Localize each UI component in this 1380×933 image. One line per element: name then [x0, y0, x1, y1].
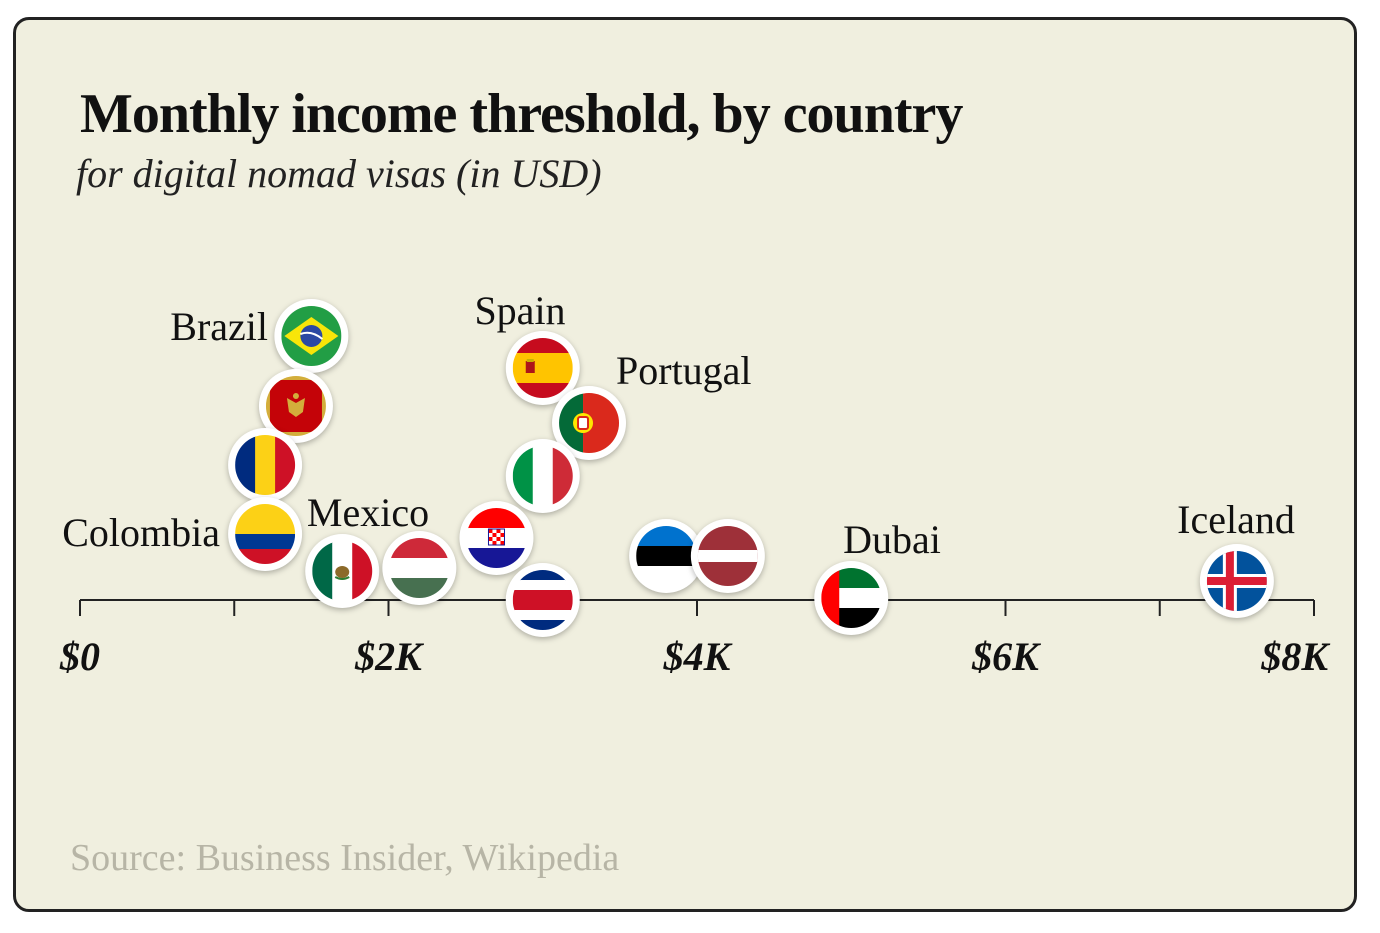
x-tick-label: $8K [1260, 634, 1330, 679]
portugal-flag-icon [559, 393, 620, 453]
colombia-flag-icon [235, 504, 296, 564]
country-label-iceland: Iceland [1177, 497, 1295, 542]
brazil-flag-icon [281, 306, 342, 366]
chart-title: Monthly income threshold, by country [80, 83, 963, 145]
flag-marker-mexico [305, 534, 380, 608]
x-tick-label: $6K [971, 634, 1041, 679]
iceland-flag-icon [1206, 551, 1267, 611]
costa-rica-flag-icon [512, 570, 573, 630]
flag-marker-croatia [459, 501, 534, 575]
flag-marker-spain [505, 331, 580, 405]
flag-marker-hungary [382, 531, 457, 605]
country-label-portugal: Portugal [616, 348, 752, 393]
romania-flag-icon [235, 435, 296, 495]
flag-marker-estonia [629, 519, 704, 593]
country-label-spain: Spain [474, 288, 565, 333]
country-label-brazil: Brazil [170, 304, 268, 349]
spain-flag-icon [512, 338, 573, 398]
croatia-flag-icon [466, 508, 527, 568]
x-tick-label: $2K [354, 634, 424, 679]
italy-flag-icon [512, 446, 573, 506]
country-labels: Brazil Colombia Mexico Spain Portugal Dubai Ic… [62, 288, 1295, 562]
x-axis: $0 $2K $4K $6K $8K [59, 599, 1330, 679]
latvia-flag-icon [697, 526, 758, 586]
flag-marker-uae [814, 561, 889, 635]
flag-marker-brazil [274, 299, 349, 373]
chart-source: Source: Business Insider, Wikipedia [70, 837, 620, 879]
mexico-flag-icon [312, 541, 373, 601]
flag-marker-latvia [690, 519, 765, 593]
x-tick-label: $0 [59, 634, 100, 679]
flag-marker-italy [505, 439, 580, 513]
flag-markers [228, 299, 1274, 637]
flag-marker-portugal [552, 386, 627, 460]
flag-marker-colombia [228, 497, 303, 571]
estonia-flag-icon [636, 526, 697, 586]
montenegro-flag-icon [265, 376, 326, 436]
flag-marker-montenegro [258, 369, 333, 443]
chart-subtitle: for digital nomad visas (in USD) [76, 151, 602, 196]
country-label-colombia: Colombia [62, 510, 220, 555]
flag-marker-costa-rica [505, 563, 580, 637]
flag-marker-romania [228, 428, 303, 502]
uae-flag-icon [821, 568, 882, 628]
hungary-flag-icon [389, 538, 450, 598]
country-label-mexico: Mexico [307, 490, 429, 535]
flag-marker-iceland [1199, 544, 1274, 618]
country-label-uae: Dubai [843, 517, 941, 562]
x-tick-label: $4K [663, 634, 733, 679]
